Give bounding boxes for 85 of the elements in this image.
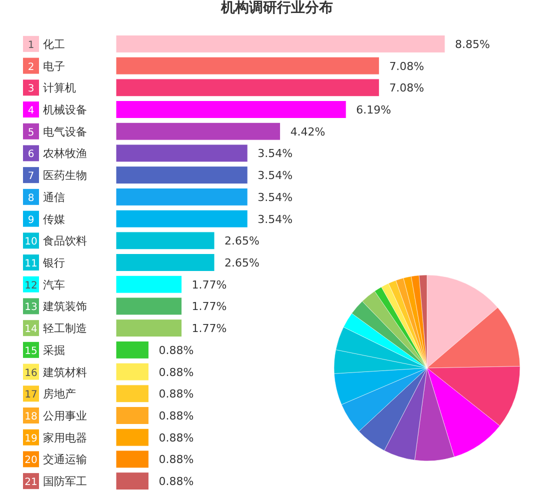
data-label: 7.08% — [389, 60, 424, 73]
data-label: 1.77% — [192, 300, 227, 314]
y-tick-label: 公用事业 — [43, 410, 87, 422]
text: 2 — [28, 62, 34, 73]
data-label: 0.88% — [158, 366, 194, 379]
text: 14 — [24, 324, 38, 336]
bar — [116, 34, 446, 53]
data-label: 1.77% — [192, 322, 227, 336]
text: 15 — [24, 346, 38, 357]
y-tick-label: 食品饮料 — [43, 234, 87, 248]
bar — [116, 319, 182, 338]
y-tick-label: 计算机 — [43, 82, 76, 95]
y-tick-label: 农林牧渔 — [43, 147, 87, 160]
text: 7 — [28, 171, 34, 182]
y-tick-label: 采掘 — [43, 344, 65, 357]
bar — [116, 384, 149, 403]
text: 17 — [24, 390, 38, 401]
bar — [116, 340, 149, 359]
data-label: 3.54% — [258, 147, 293, 160]
data-label: 3.54% — [258, 212, 293, 226]
bar — [116, 297, 182, 316]
y-tick-label: 银行 — [42, 256, 65, 270]
y-tick-label: 交通运输 — [43, 453, 87, 466]
y-tick-label: 建筑装饰 — [42, 300, 87, 314]
y-tick-label: 化工 — [43, 38, 65, 51]
y-tick-label: 家用电器 — [43, 431, 87, 444]
text: 10 — [24, 236, 38, 248]
text: 6 — [28, 149, 34, 160]
bar — [116, 144, 248, 162]
chart-title: 机构调研行业分布 — [220, 0, 333, 16]
y-tick-label: 轻工制造 — [43, 322, 87, 336]
data-label: 3.54% — [258, 190, 293, 204]
bar — [116, 166, 248, 184]
y-tick-label: 国防军工 — [43, 475, 87, 488]
data-label: 0.88% — [158, 475, 194, 488]
bar — [116, 210, 248, 228]
bar — [116, 254, 215, 272]
text: 19 — [24, 433, 38, 444]
bar — [116, 450, 149, 468]
y-tick-label: 建筑材料 — [42, 366, 87, 379]
data-label: 0.88% — [158, 453, 194, 466]
data-label: 0.88% — [158, 431, 194, 444]
text: 5 — [28, 127, 34, 138]
y-tick-label: 医药生物 — [43, 169, 87, 182]
y-tick-label: 机械设备 — [43, 104, 87, 116]
y-tick-label: 电气设备 — [43, 125, 87, 138]
text: 21 — [24, 477, 38, 488]
data-label: 2.65% — [224, 234, 260, 248]
text: 12 — [24, 280, 38, 292]
text: 13 — [24, 302, 38, 314]
data-label: 4.42% — [290, 125, 326, 138]
data-label: 0.88% — [158, 388, 194, 401]
bar — [116, 406, 149, 424]
data-label: 0.88% — [158, 344, 194, 357]
bar — [116, 232, 215, 250]
bar — [116, 56, 380, 75]
bar — [116, 275, 182, 294]
y-tick-label: 汽车 — [43, 278, 65, 292]
text: 4 — [28, 106, 34, 116]
data-label: 0.88% — [158, 410, 194, 422]
data-label: 7.08% — [389, 82, 424, 95]
y-tick-label: 电子 — [43, 60, 65, 73]
text: 20 — [24, 455, 38, 466]
y-tick-label: 房地产 — [43, 388, 76, 401]
text: 8 — [28, 192, 34, 204]
data-label: 1.77% — [192, 278, 227, 292]
data-label: 2.65% — [224, 256, 260, 270]
text: 9 — [28, 214, 34, 226]
data-label: 8.85% — [455, 38, 490, 51]
y-tick-label: 传媒 — [43, 212, 65, 226]
bar — [116, 428, 149, 446]
data-label: 6.19% — [356, 104, 392, 116]
text: 3 — [28, 84, 34, 95]
text: 1 — [28, 40, 34, 51]
y-tick-label: 通信 — [43, 190, 65, 204]
bar — [116, 472, 149, 490]
bar — [116, 78, 380, 97]
bar — [116, 122, 281, 140]
text: 16 — [24, 368, 38, 379]
text: 18 — [24, 412, 38, 422]
bar — [116, 188, 248, 206]
bar — [116, 362, 149, 381]
bar — [116, 100, 346, 118]
text: 11 — [24, 258, 38, 270]
data-label: 3.54% — [258, 169, 293, 182]
